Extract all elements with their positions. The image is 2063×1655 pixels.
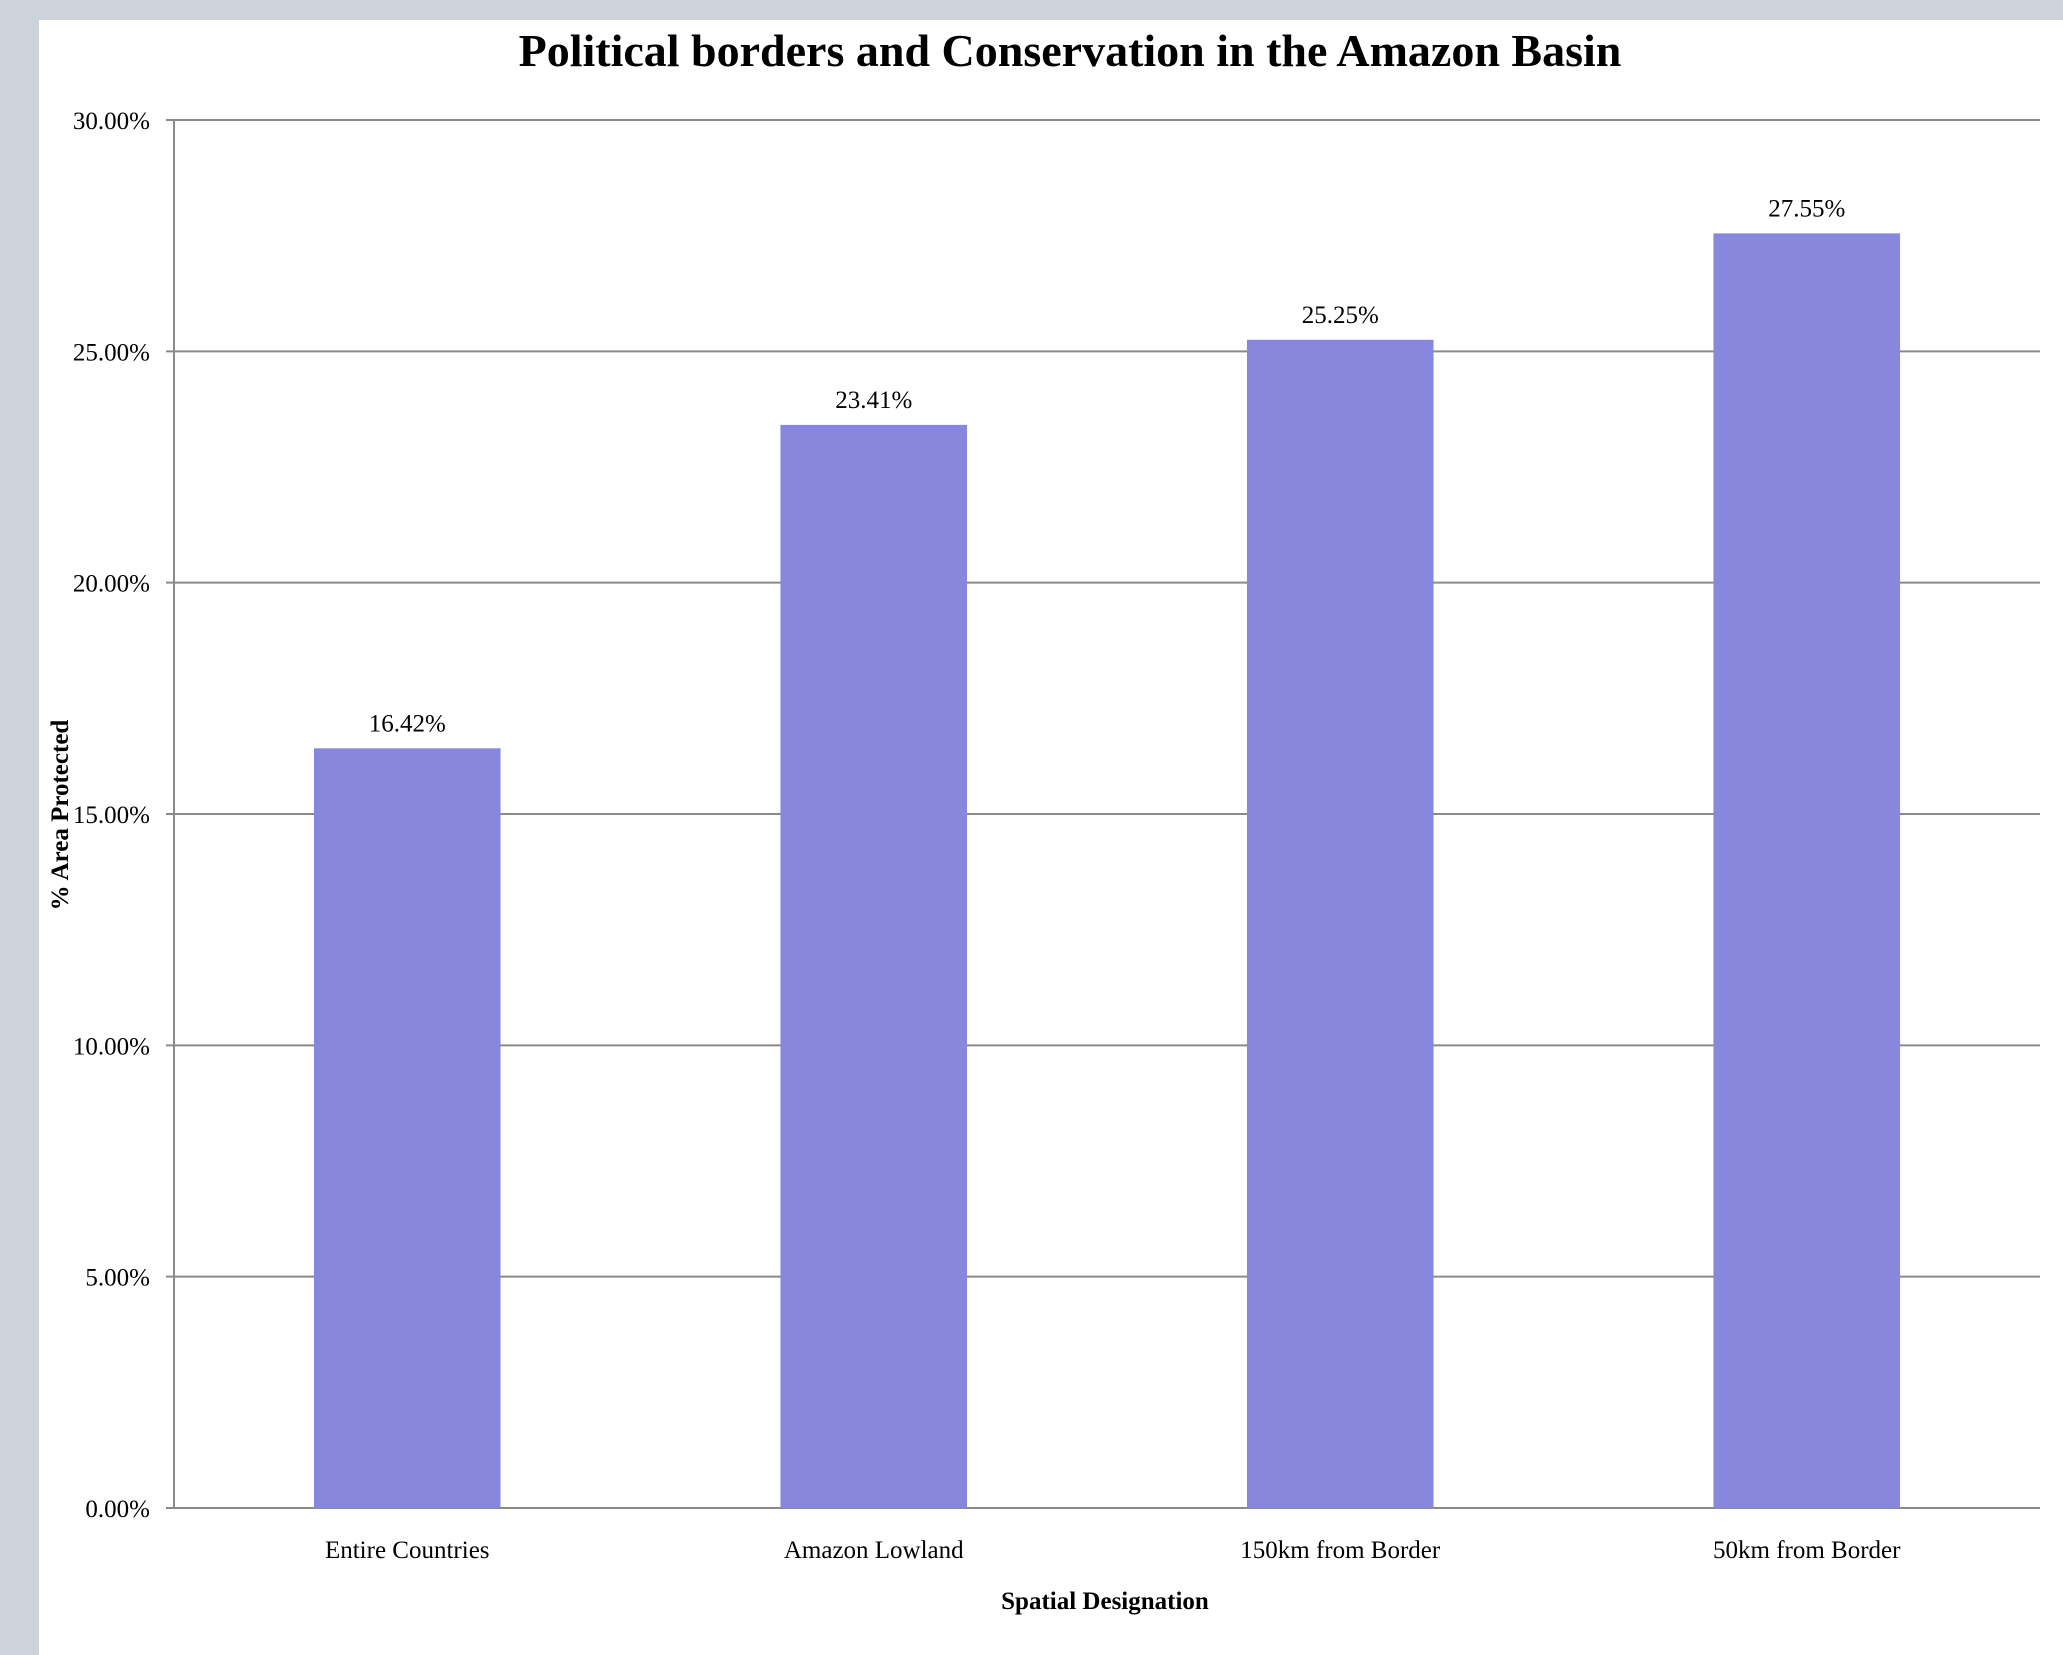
y-tick-label: 10.00% [73, 1033, 150, 1060]
bar [1713, 233, 1901, 1509]
bar [1246, 339, 1434, 1509]
x-tick-label: 150km from Border [1240, 1537, 1441, 1564]
y-tick-label: 5.00% [85, 1265, 150, 1292]
x-tick-label: 50km from Border [1713, 1537, 1901, 1564]
bar [313, 748, 501, 1508]
x-tick-label: Entire Countries [325, 1537, 490, 1564]
data-label: 16.42% [369, 710, 446, 737]
bars [313, 233, 1901, 1509]
x-axis-title: Spatial Designation [1001, 1588, 1209, 1615]
y-tick-label: 20.00% [73, 571, 150, 598]
x-tick-label: Amazon Lowland [784, 1537, 964, 1564]
x-axis-ticks: Entire Countries Amazon Lowland 150km from… [325, 1537, 1901, 1564]
data-label: 27.55% [1768, 195, 1845, 222]
y-tick-label: 30.00% [73, 108, 150, 135]
y-tick-label: 0.00% [85, 1496, 150, 1523]
y-tick-label: 25.00% [73, 339, 150, 366]
data-label: 25.25% [1302, 302, 1379, 329]
bar [780, 424, 968, 1508]
y-tick-label: 15.00% [73, 802, 150, 829]
y-axis-title: % Area Protected [47, 720, 74, 911]
y-axis-ticks: 0.00% 5.00% 10.00% 15.00% 20.00% 25.00% 30.00% [73, 108, 150, 1523]
chart-title: Political borders and Conservation in th… [519, 25, 1622, 76]
data-label: 23.41% [835, 387, 912, 414]
data-labels: 16.42% 23.41% 25.25% 27.55% [369, 195, 1846, 737]
